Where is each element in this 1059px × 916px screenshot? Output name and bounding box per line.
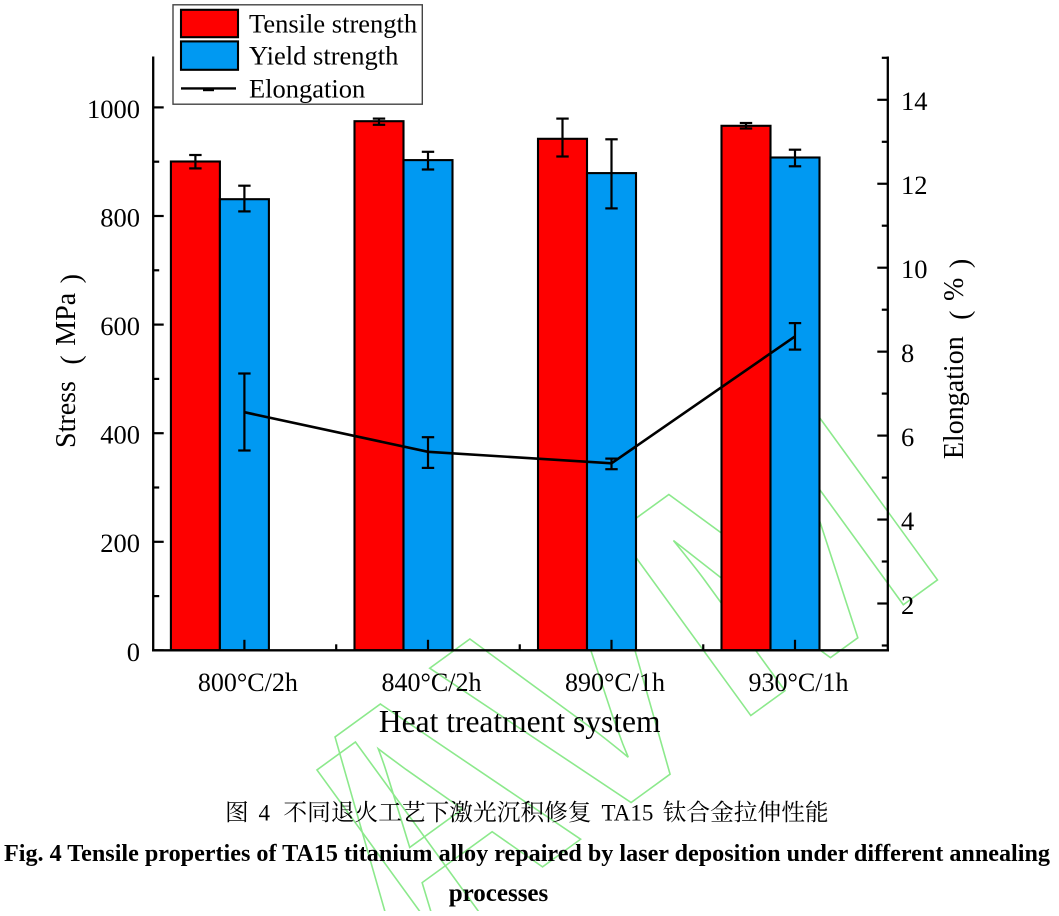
svg-text:processes: processes — [449, 880, 549, 907]
svg-text:800°C/2h: 800°C/2h — [198, 668, 298, 697]
svg-text:Elongation: Elongation — [249, 73, 365, 103]
svg-text:10: 10 — [901, 254, 928, 284]
svg-text:Stress (MPa): Stress (MPa) — [51, 274, 87, 448]
svg-text:TA15: TA15 — [602, 801, 654, 826]
svg-text:4: 4 — [901, 506, 914, 536]
svg-text:12: 12 — [901, 170, 928, 200]
svg-text:890°C/1h: 890°C/1h — [565, 668, 665, 697]
svg-text:400: 400 — [100, 420, 140, 450]
svg-text:6: 6 — [901, 422, 914, 452]
svg-text:800: 800 — [100, 202, 140, 232]
svg-text:0: 0 — [127, 637, 140, 667]
svg-text:Tensile strength: Tensile strength — [249, 8, 417, 38]
svg-text:14: 14 — [901, 86, 928, 116]
svg-text:Yield strength: Yield strength — [249, 41, 398, 71]
svg-text:Elongation (%): Elongation (%) — [939, 259, 976, 459]
svg-text:8: 8 — [901, 338, 914, 368]
svg-text:200: 200 — [100, 528, 140, 558]
svg-text:600: 600 — [100, 311, 140, 341]
svg-text:1000: 1000 — [87, 94, 140, 124]
svg-text:4: 4 — [259, 801, 271, 826]
svg-text:840°C/2h: 840°C/2h — [382, 668, 482, 697]
svg-text:Heat treatment system: Heat treatment system — [379, 704, 661, 739]
svg-text:930°C/1h: 930°C/1h — [749, 668, 849, 697]
svg-text:Fig. 4 Tensile properties of T: Fig. 4 Tensile properties of TA15 titani… — [4, 840, 1050, 867]
svg-text:2: 2 — [901, 590, 914, 620]
